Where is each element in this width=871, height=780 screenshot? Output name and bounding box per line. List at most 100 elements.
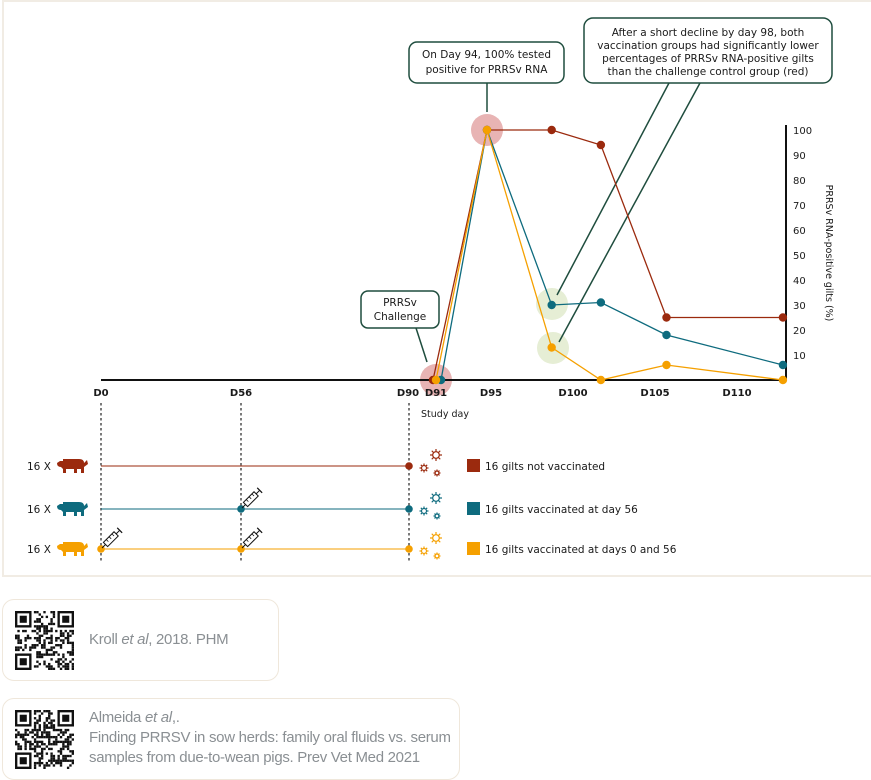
qr-module <box>48 710 51 713</box>
qr-module <box>38 719 41 722</box>
qr-module <box>66 740 70 744</box>
qr-module <box>33 728 37 732</box>
qr-module <box>48 629 51 633</box>
qr-module <box>50 641 53 645</box>
qr-module <box>71 646 74 649</box>
reference-card-1[interactable]: Kroll et al, 2018. PHM <box>2 599 279 681</box>
qr-module <box>17 641 20 645</box>
qr-module <box>59 658 63 661</box>
pig-body <box>57 502 88 516</box>
qr-module <box>45 615 49 619</box>
qr-module <box>64 636 67 640</box>
qr-module <box>71 648 74 652</box>
y-tick-label: 50 <box>793 251 806 262</box>
qr-module <box>52 667 56 670</box>
qr-module <box>50 648 53 652</box>
qr-module <box>59 761 63 765</box>
qr-module <box>50 752 53 755</box>
virus-core <box>434 513 440 519</box>
y-axis-title: PRRSv RNA-positive gilts (%) <box>823 185 834 322</box>
qr-module <box>24 728 27 732</box>
qr-module <box>43 644 46 647</box>
qr-module <box>24 745 27 748</box>
qr-module <box>48 735 51 739</box>
reference-card-2[interactable]: Almeida et al,. Finding PRRSV in sow her… <box>2 698 460 780</box>
qr-module <box>66 766 70 769</box>
qr-module <box>64 745 67 748</box>
qr-module <box>36 719 39 722</box>
syringe-icon <box>241 527 263 549</box>
qr-module <box>24 738 27 741</box>
qr-module <box>62 759 65 762</box>
qr-module <box>40 655 44 659</box>
qr-module <box>26 728 30 732</box>
syringe-tick <box>248 496 252 500</box>
qr-module <box>19 747 23 751</box>
qr-module <box>38 724 41 727</box>
qr-module <box>71 665 74 668</box>
qr-module <box>38 757 41 760</box>
qr-module <box>64 738 67 741</box>
qr-module <box>64 629 67 633</box>
qr-module <box>33 646 37 649</box>
qr-module <box>33 721 37 725</box>
callout-decline-line-2: vaccination groups had significantly low… <box>597 40 819 52</box>
qr-module <box>64 754 67 758</box>
qr-module <box>36 620 39 623</box>
qr-module <box>52 653 56 656</box>
qr-module <box>36 660 39 663</box>
qr-module <box>43 724 46 727</box>
qr-module <box>40 731 44 734</box>
qr-module <box>50 667 53 670</box>
qr-module <box>36 754 39 758</box>
qr-module <box>33 747 37 751</box>
qr-module <box>36 651 39 654</box>
virus-spike <box>425 469 428 472</box>
qr-module <box>36 743 39 746</box>
qr-module <box>19 639 23 642</box>
qr-module <box>48 717 51 720</box>
qr-module <box>50 629 53 633</box>
qr-module <box>55 651 58 654</box>
virus-spike <box>437 553 440 556</box>
qr-module <box>50 639 53 642</box>
qr-module <box>55 728 58 732</box>
qr-code-icon[interactable] <box>15 611 74 670</box>
qr-module <box>15 735 18 739</box>
qr-module <box>59 731 63 734</box>
qr-module <box>43 660 46 663</box>
qr-code-icon[interactable] <box>15 710 74 769</box>
qr-module <box>69 740 72 744</box>
qr-module <box>66 641 70 645</box>
qr-module <box>71 632 74 635</box>
virus-spike <box>437 473 440 476</box>
syringe-needle <box>241 544 246 549</box>
qr-module <box>55 660 58 663</box>
qr-module <box>33 710 37 713</box>
qr-module <box>62 747 65 751</box>
legend-label: 16 gilts vaccinated at days 0 and 56 <box>485 544 677 556</box>
qr-module <box>50 759 53 762</box>
qr-module <box>50 618 53 621</box>
qr-module <box>40 622 44 626</box>
syringe-plunger <box>255 529 261 535</box>
qr-finder-center <box>62 714 70 722</box>
qr-finder-center <box>19 658 27 666</box>
qr-module <box>19 733 23 736</box>
qr-module <box>57 759 60 762</box>
qr-module <box>45 648 49 652</box>
qr-module <box>55 761 58 765</box>
qr-module <box>62 632 65 635</box>
callout-decline: After a short decline by day 98, both va… <box>583 17 833 84</box>
qr-module <box>62 653 65 656</box>
qr-module <box>59 728 63 732</box>
qr-module <box>15 636 18 640</box>
qr-module <box>50 636 53 640</box>
qr-module <box>17 629 20 633</box>
qr-module <box>69 750 72 753</box>
qr-module <box>36 618 39 621</box>
qr-module <box>50 634 53 637</box>
qr-module <box>29 636 32 640</box>
group-count-label: 16 X <box>27 504 51 516</box>
qr-module <box>55 740 58 744</box>
